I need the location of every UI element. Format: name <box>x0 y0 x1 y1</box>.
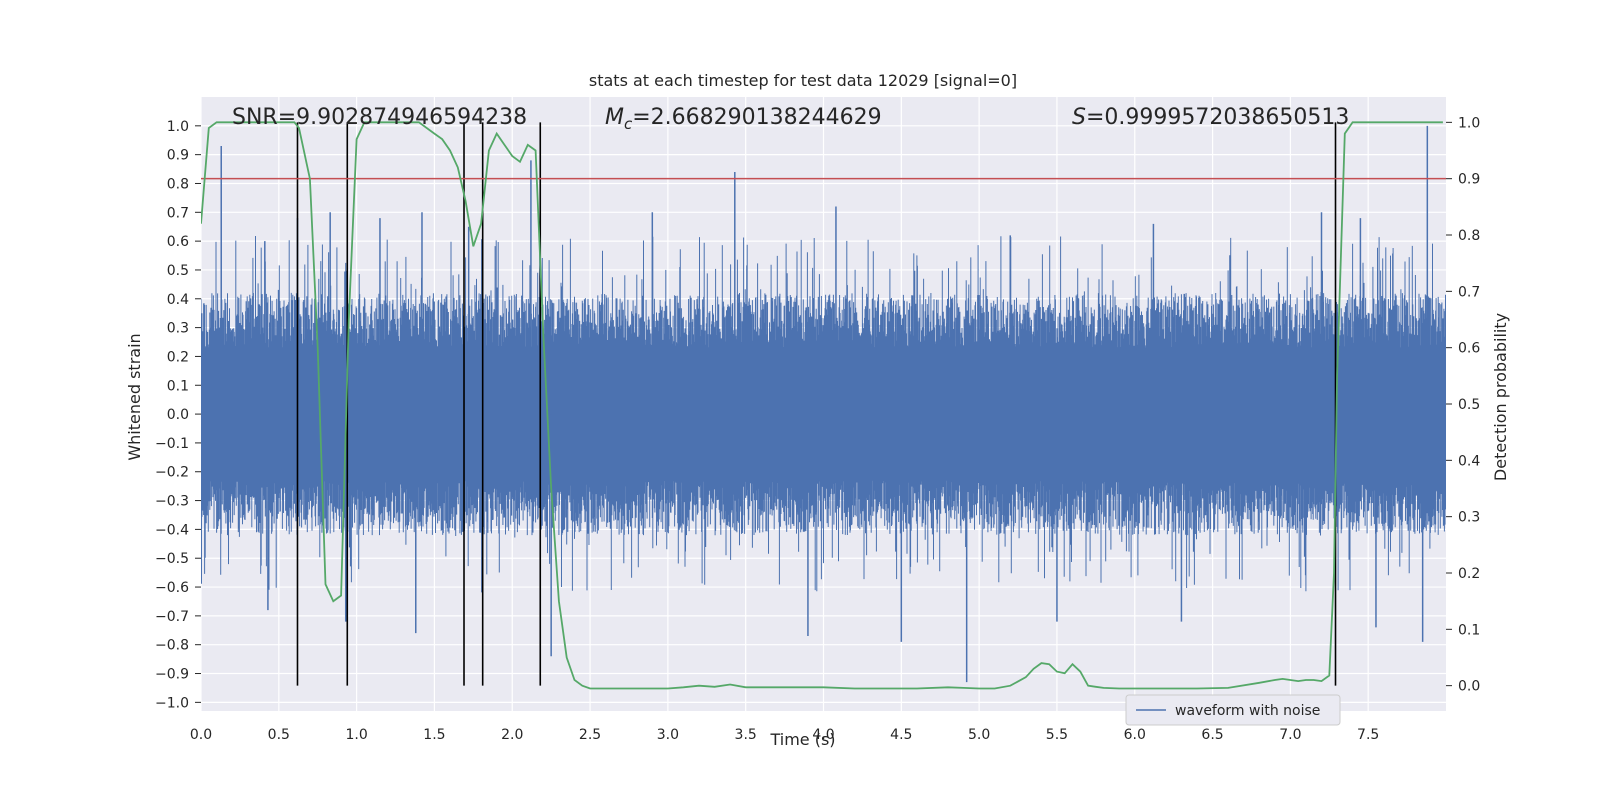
y-tick-label: −0.8 <box>155 638 189 654</box>
x-tick-label: 1.5 <box>423 727 445 743</box>
y-tick-label: −0.4 <box>155 522 189 538</box>
legend-label: waveform with noise <box>1175 703 1320 719</box>
y-tick-label: 0.4 <box>167 292 189 308</box>
x-tick-label: 3.5 <box>735 727 757 743</box>
y2-axis-ticks: 1.0 0.9 0.8 0.7 0.6 0.5 0.4 0.3 0.2 0.1 0.0 <box>1446 115 1480 695</box>
detection-probability-line <box>201 121 1443 690</box>
y2-tick-label: 0.2 <box>1458 566 1480 582</box>
y-tick-label: 0.2 <box>167 349 189 365</box>
x-tick-label: 6.0 <box>1124 727 1146 743</box>
y2-tick-label: 0.6 <box>1458 341 1480 357</box>
x-tick-label: 0.5 <box>268 727 290 743</box>
s-annotation: S=0.9999572038650513 <box>1072 105 1349 130</box>
legend-box <box>1125 694 1341 726</box>
chirp-mass-annotation: Mc=2.668290138244629 <box>605 105 882 133</box>
y-tick-label: 0.1 <box>167 378 189 394</box>
y2-tick-label: 0.8 <box>1458 228 1480 244</box>
y2-tick-label: 1.0 <box>1458 115 1480 131</box>
legend: waveform with noise <box>1125 694 1341 726</box>
y-tick-label: −0.6 <box>155 580 189 596</box>
s-value: =0.9999572038650513 <box>1086 105 1349 130</box>
y2-tick-label: 0.9 <box>1458 172 1480 188</box>
x-axis-ticks: 0.0 0.5 1.0 1.5 2.0 2.5 3.0 3.5 4.0 4.5 5.0 5.5 6.0 6… <box>190 727 1379 743</box>
x-tick-label: 2.0 <box>501 727 523 743</box>
x-axis-label: Time (s) <box>769 730 835 749</box>
x-tick-label: 3.0 <box>657 727 679 743</box>
y2-tick-label: 0.3 <box>1458 510 1480 526</box>
y-axis-label: Whitened strain <box>125 333 144 460</box>
x-tick-label: 7.5 <box>1357 727 1379 743</box>
y2-tick-label: 0.0 <box>1458 679 1480 695</box>
y2-tick-label: 0.4 <box>1458 453 1480 469</box>
y-tick-label: −0.3 <box>155 494 189 510</box>
y-axis-ticks: 1.0 0.9 0.8 0.7 0.6 0.5 0.4 0.3 0.2 0.1 0.0 −0.1 −0.… <box>155 119 201 711</box>
y-tick-label: 0.8 <box>167 176 189 192</box>
y2-tick-label: 0.7 <box>1458 284 1480 300</box>
x-tick-label: 4.0 <box>812 727 834 743</box>
y-tick-label: −0.9 <box>155 667 189 683</box>
chirp-mass-symbol: M <box>605 105 624 130</box>
s-symbol: S <box>1072 105 1086 130</box>
y-tick-label: −0.5 <box>155 551 189 567</box>
y-tick-label: −0.2 <box>155 465 189 481</box>
chirp-mass-value: =2.668290138244629 <box>632 105 881 130</box>
y-tick-label: 0.9 <box>167 148 189 164</box>
x-tick-label: 5.5 <box>1046 727 1068 743</box>
waveform-noise-body <box>201 236 1446 593</box>
y-tick-label: 0.0 <box>167 407 189 423</box>
y-tick-label: 0.7 <box>167 205 189 221</box>
y2-tick-label: 0.1 <box>1458 622 1480 638</box>
x-tick-label: 4.5 <box>890 727 912 743</box>
x-tick-label: 0.0 <box>190 727 212 743</box>
x-tick-label: 5.0 <box>968 727 990 743</box>
chart-title: stats at each timestep for test data 120… <box>589 71 1017 90</box>
snr-annotation: SNR=9.902874946594238 <box>232 105 527 130</box>
x-tick-label: 2.5 <box>579 727 601 743</box>
chirp-mass-subscript: c <box>624 115 633 133</box>
y-tick-label: 0.3 <box>167 321 189 337</box>
x-tick-label: 6.5 <box>1201 727 1223 743</box>
y-tick-label: −0.1 <box>155 436 189 452</box>
y-tick-label: 1.0 <box>167 119 189 135</box>
x-tick-label: 7.0 <box>1279 727 1301 743</box>
y2-axis-label: Detection probability <box>1491 313 1510 481</box>
y-tick-label: 0.6 <box>167 234 189 250</box>
y-tick-label: −1.0 <box>155 695 189 711</box>
x-tick-label: 1.0 <box>345 727 367 743</box>
y2-tick-label: 0.5 <box>1458 397 1480 413</box>
y-tick-label: −0.7 <box>155 609 189 625</box>
y-tick-label: 0.5 <box>167 263 189 279</box>
